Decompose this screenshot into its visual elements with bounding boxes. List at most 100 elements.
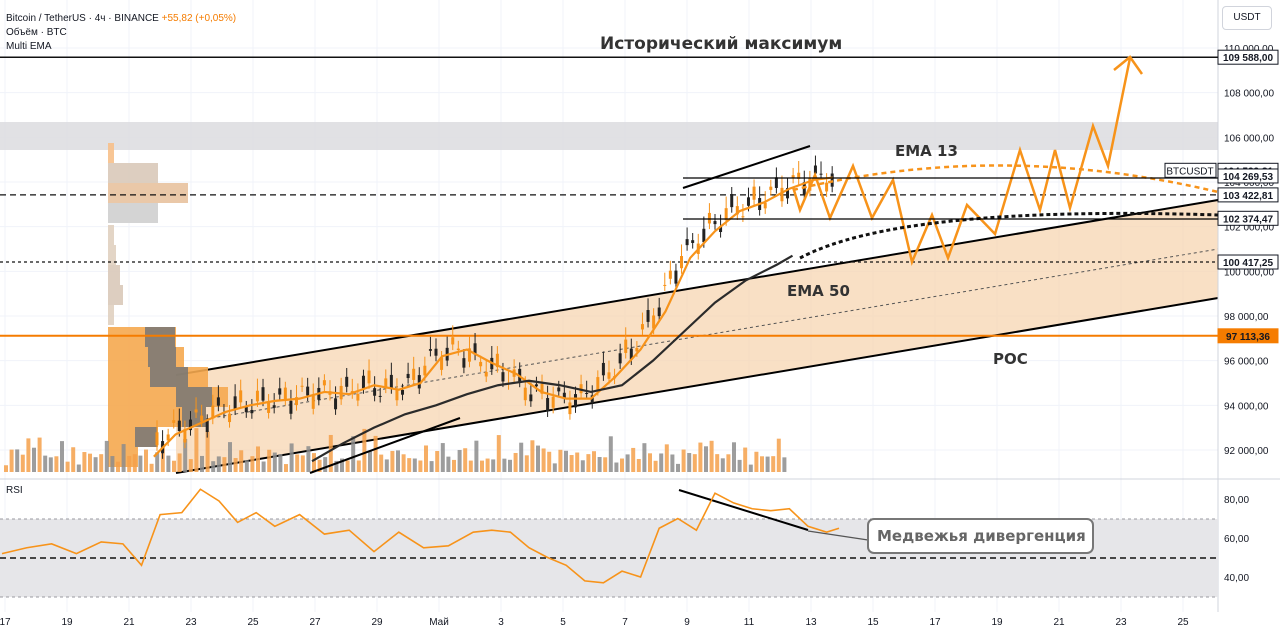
candle-body xyxy=(451,337,455,345)
ath-annotation: Исторический максимум xyxy=(600,34,842,54)
candle-body xyxy=(574,394,577,408)
candle-body xyxy=(685,239,689,246)
volume-bar xyxy=(468,460,473,472)
candle-body xyxy=(786,188,790,199)
x-tick-label: 17 xyxy=(929,617,941,628)
volume-bar xyxy=(519,442,524,472)
volume-bar xyxy=(340,458,344,472)
x-tick-label: 27 xyxy=(309,617,321,628)
volume-bar xyxy=(345,460,350,472)
volume-bar xyxy=(362,428,367,472)
volume-bar xyxy=(743,447,748,472)
candle-body xyxy=(183,429,187,443)
volume-bar xyxy=(312,453,316,472)
candle-body xyxy=(819,173,823,175)
volume-profile-sell-bar xyxy=(148,347,176,367)
candle-body xyxy=(200,415,204,422)
volume-bar xyxy=(424,445,428,472)
candle-body xyxy=(663,284,667,286)
candle-body xyxy=(255,390,259,402)
price-label-box xyxy=(1217,254,1279,270)
candle-body xyxy=(306,386,310,396)
candle-body xyxy=(585,393,589,395)
volume-profile-bar xyxy=(108,285,123,305)
candle-body xyxy=(557,387,561,392)
volume-bar xyxy=(720,458,725,472)
volume-bar xyxy=(636,458,641,472)
channel-bottom-line xyxy=(175,297,1219,474)
volume-bar xyxy=(121,444,126,472)
x-tick-label: 21 xyxy=(123,617,135,628)
candle-body xyxy=(791,175,795,178)
candle-body xyxy=(741,216,745,218)
candle-body xyxy=(624,339,628,353)
x-tick-label: 13 xyxy=(805,617,817,628)
volume-bar xyxy=(631,447,636,472)
volume-bar xyxy=(592,451,596,472)
candle-body xyxy=(473,343,477,355)
symbol-title[interactable]: Bitcoin / TetherUS · 4ч · BINANCE xyxy=(6,13,159,24)
candle-body xyxy=(378,395,382,397)
volume-bar xyxy=(698,442,703,472)
candle-body xyxy=(724,208,728,221)
x-tick-label: 5 xyxy=(560,617,566,628)
y-tick-label: 98 000,00 xyxy=(1224,312,1269,323)
volume-bar xyxy=(144,449,148,472)
volume-bar xyxy=(267,449,272,472)
volume-bar xyxy=(704,446,708,472)
candle-body xyxy=(412,368,416,380)
rsi-pane: Медвежья дивергенция xyxy=(0,488,1218,598)
x-tick-label: 15 xyxy=(867,617,879,628)
ema-indicator-label[interactable]: Multi EMA xyxy=(6,41,52,52)
candle-body xyxy=(272,405,276,408)
volume-bar xyxy=(524,455,529,472)
volume-bar xyxy=(300,455,305,472)
price-levels xyxy=(0,56,1218,337)
candle-body xyxy=(707,212,711,224)
candle-body xyxy=(713,221,717,225)
volume-bar xyxy=(513,452,518,472)
volume-bar xyxy=(754,451,759,472)
rsi-tick-label: 40,00 xyxy=(1224,573,1249,584)
volume-bar xyxy=(76,464,81,472)
volume-bar xyxy=(614,462,619,472)
divergence-line xyxy=(678,489,809,531)
price-label-box xyxy=(1217,210,1279,226)
volume-bar xyxy=(4,465,8,472)
channel-top-line xyxy=(175,199,1219,376)
volume-bar xyxy=(457,449,462,472)
volume-bar xyxy=(575,452,580,472)
volume-bar xyxy=(508,459,512,472)
volume-bar xyxy=(659,453,664,472)
candles xyxy=(155,155,834,459)
volume-bar xyxy=(205,431,210,472)
x-tick-label: 25 xyxy=(1177,617,1189,628)
candle-body xyxy=(668,270,672,279)
volume-profile-bar xyxy=(108,407,206,427)
candle-body xyxy=(177,420,181,432)
volume-bar xyxy=(233,458,238,472)
x-tick-label: 17 xyxy=(0,617,11,628)
volume-bar xyxy=(351,436,356,472)
volume-bar xyxy=(261,461,266,472)
volume-bar xyxy=(502,458,507,472)
candle-body xyxy=(691,240,695,243)
volume-bar xyxy=(748,464,753,472)
volume-indicator-label[interactable]: Объём · BTC xyxy=(6,27,67,38)
annotations: Исторический максимум EMA 13 EMA 50 POC xyxy=(600,34,1028,368)
candle-body xyxy=(278,388,282,395)
candle-body xyxy=(719,226,723,233)
currency-button[interactable]: USDT xyxy=(1222,6,1272,30)
candle-body xyxy=(300,385,304,387)
volume-bar xyxy=(412,458,417,472)
volume-bar xyxy=(334,460,339,472)
forecast-arrow-head xyxy=(1113,55,1144,75)
candle-body xyxy=(389,374,393,389)
y-tick-label: 100 000,00 xyxy=(1224,267,1274,278)
candle-body xyxy=(752,186,756,200)
volume-profile-sell-bar xyxy=(145,327,175,347)
rsi-indicator-label[interactable]: RSI xyxy=(6,485,23,496)
candle-body xyxy=(590,395,594,404)
volume-bar xyxy=(681,449,686,472)
